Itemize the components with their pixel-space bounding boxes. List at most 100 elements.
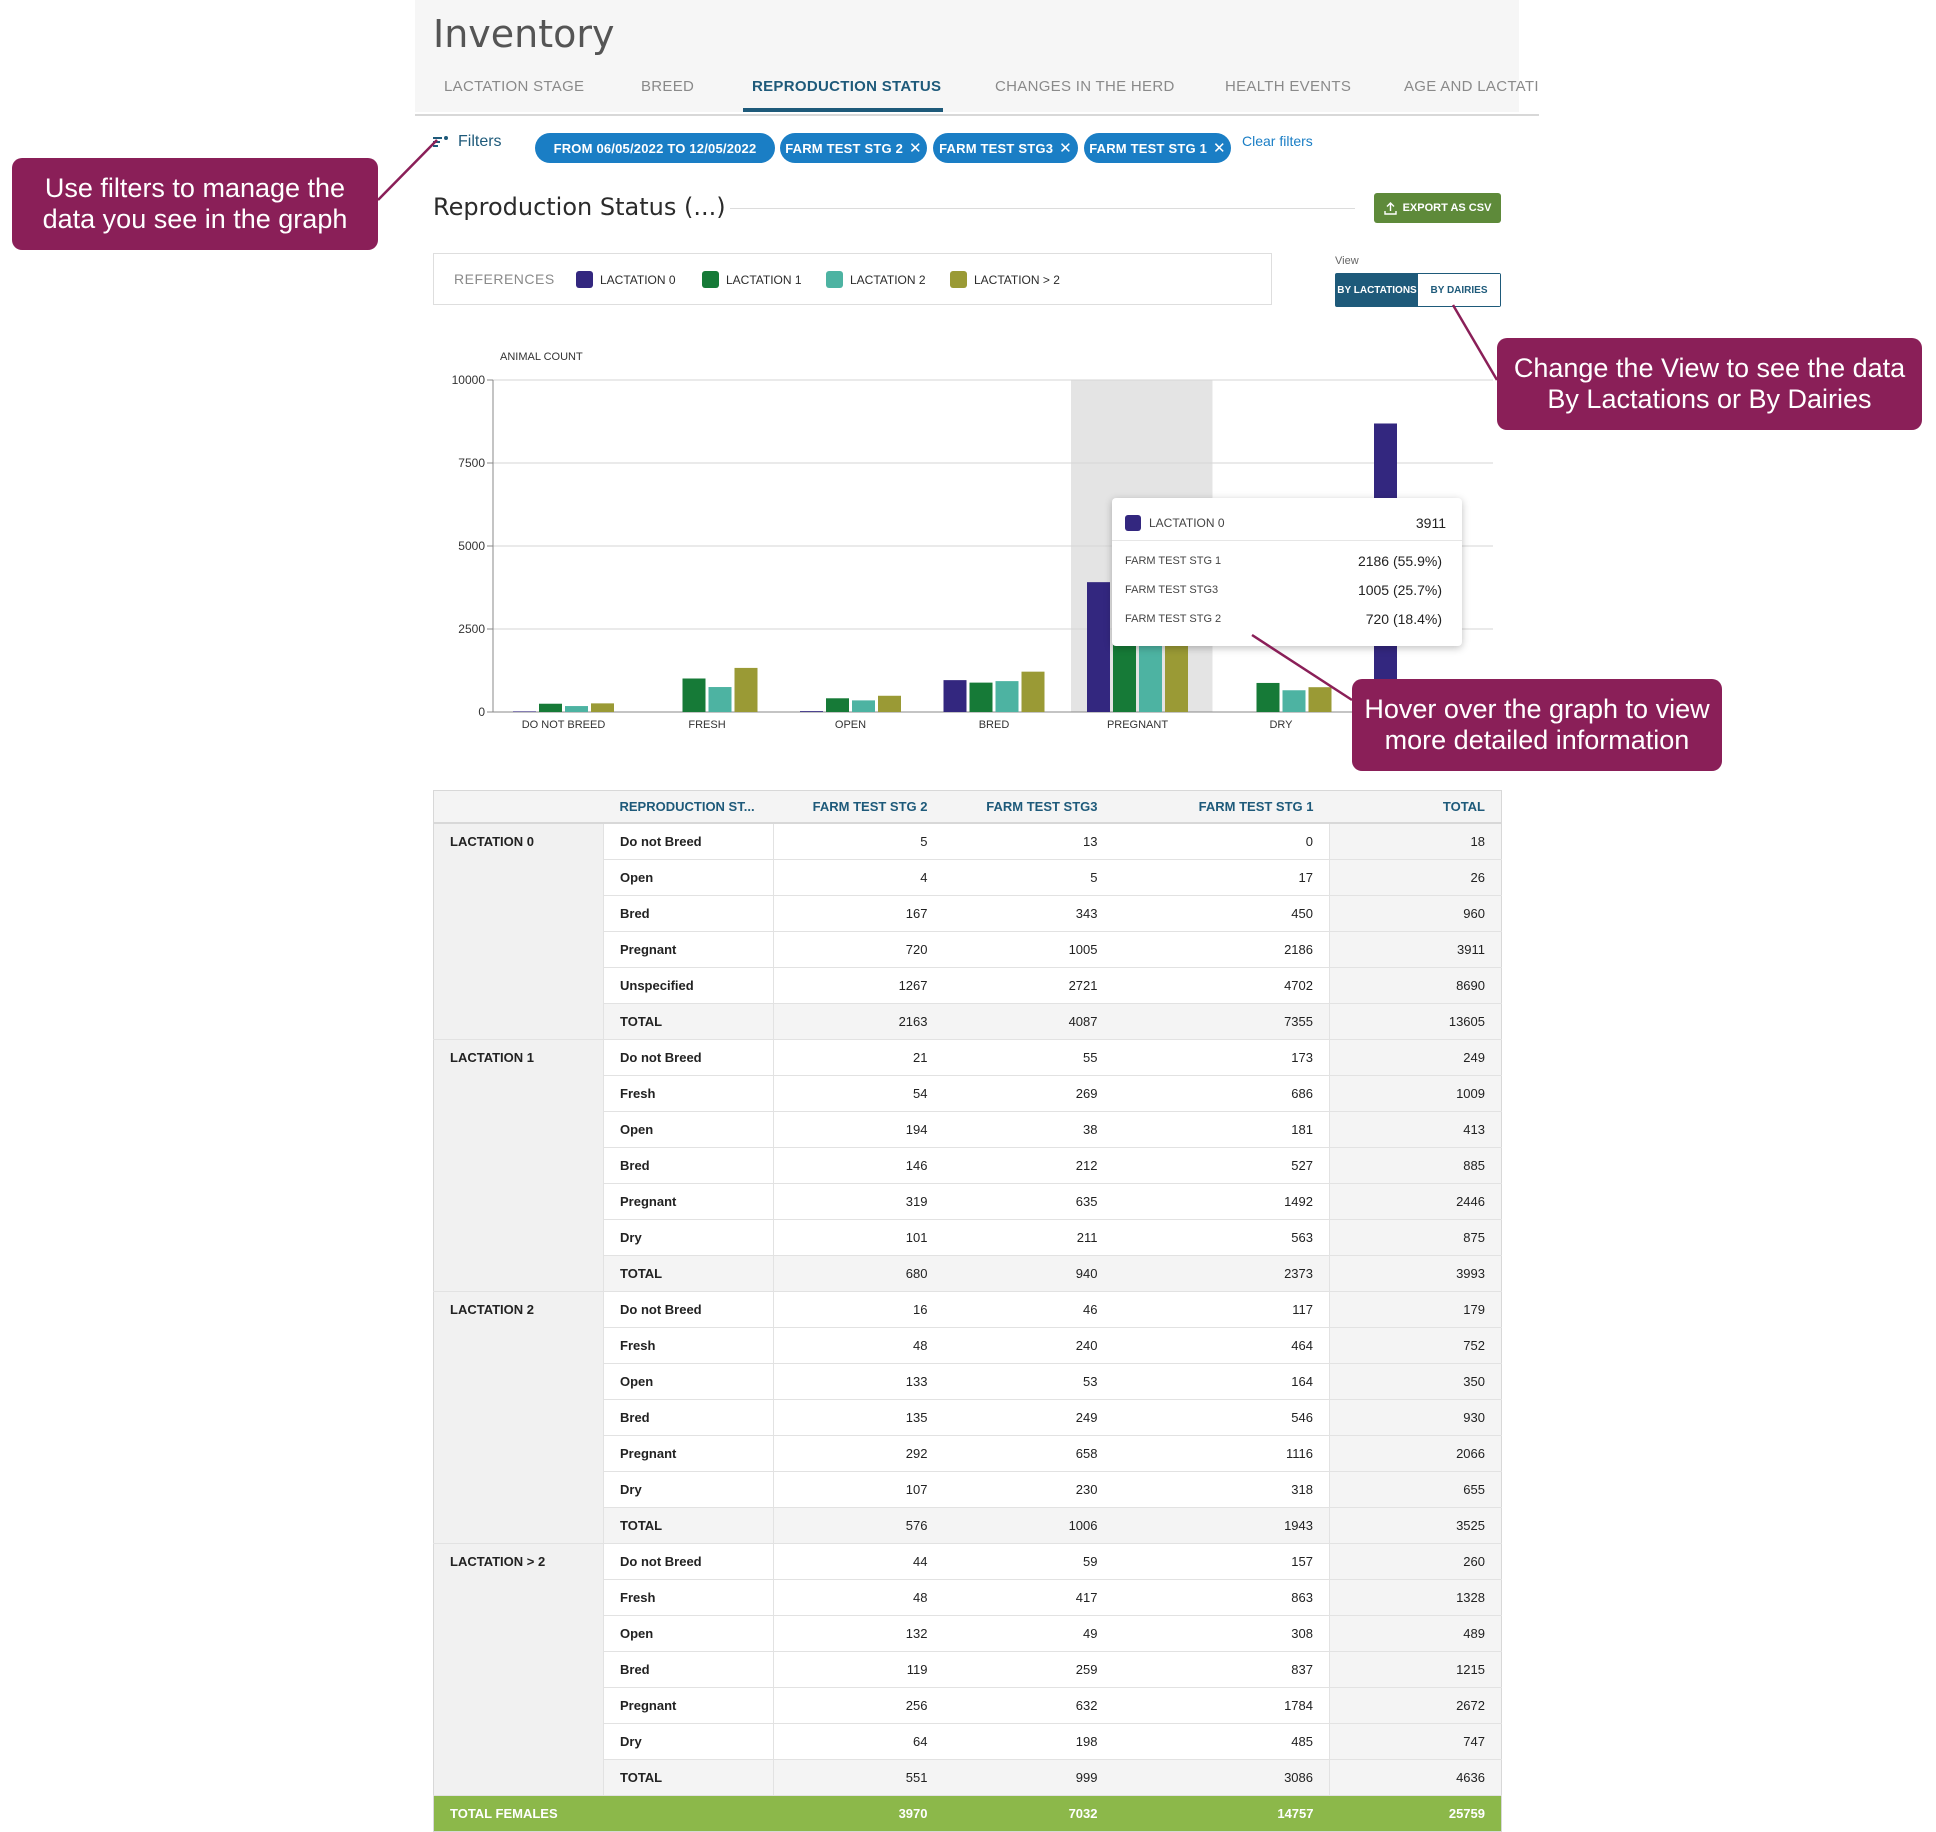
view-by-dairies-button[interactable]: BY DAIRIES <box>1418 274 1500 306</box>
bar <box>969 682 993 712</box>
status-cell: Fresh <box>603 1075 774 1112</box>
value-cell: 16 <box>773 1291 944 1328</box>
table-row: LACTATION 1 Do not Breed 21 55 173 249 <box>433 1039 1502 1292</box>
value-cell: 194 <box>773 1111 944 1148</box>
tooltip-total: 3911 <box>1415 515 1446 531</box>
column-header-farm-stg2[interactable]: FARM TEST STG 2 <box>773 790 944 824</box>
tab-changes-in-the-herd[interactable]: CHANGES IN THE HERD <box>995 78 1175 95</box>
total-cell: 747 <box>1329 1723 1502 1760</box>
view-by-lactations-button[interactable]: BY LACTATIONS <box>1336 274 1418 306</box>
value-cell: 119 <box>773 1651 944 1688</box>
total-cell: 249 <box>1329 1039 1502 1076</box>
total-cell: 18 <box>1329 823 1502 860</box>
value-cell: 940 <box>943 1255 1114 1292</box>
value-cell: 54 <box>773 1075 944 1112</box>
total-cell: 752 <box>1329 1327 1502 1364</box>
chart-tooltip: LACTATION 0 3911 FARM TEST STG 1 2186 (5… <box>1112 498 1462 646</box>
value-cell: 157 <box>1113 1543 1330 1580</box>
chart-legend: REFERENCES LACTATION 0 LACTATION 1 LACTA… <box>433 253 1272 305</box>
chip-label: FARM TEST STG 2 <box>785 140 904 156</box>
export-label: EXPORT AS CSV <box>1402 202 1492 214</box>
callout-view: Change the View to see the data By Lacta… <box>1497 338 1922 430</box>
column-header-status[interactable]: REPRODUCTION ST... <box>603 790 774 824</box>
callout-filters: Use filters to manage the data you see i… <box>12 158 378 250</box>
close-icon[interactable]: ✕ <box>1059 140 1072 157</box>
value-cell: 837 <box>1113 1651 1330 1688</box>
value-cell: 4087 <box>943 1003 1114 1040</box>
value-cell: 318 <box>1113 1471 1330 1508</box>
total-cell: 930 <box>1329 1399 1502 1436</box>
value-cell: 230 <box>943 1471 1114 1508</box>
column-header-total[interactable]: TOTAL <box>1329 790 1502 824</box>
status-cell: Open <box>603 1111 774 1148</box>
table-row: Bred 146 212 527 885 <box>434 1147 1502 1184</box>
legend-swatch <box>702 271 719 288</box>
legend-item-lactation-2[interactable]: LACTATION 2 <box>826 271 926 288</box>
column-header-farm-stg1[interactable]: FARM TEST STG 1 <box>1113 790 1330 824</box>
table-row: Fresh 48 240 464 752 <box>434 1327 1502 1364</box>
bar <box>591 703 614 712</box>
upload-icon <box>1383 201 1397 215</box>
value-cell: 48 <box>773 1579 944 1616</box>
table-row: Pregnant 292 658 1116 2066 <box>434 1435 1502 1472</box>
group-label-cell: LACTATION > 2 <box>433 1543 604 1796</box>
close-icon[interactable]: ✕ <box>909 140 922 157</box>
bar <box>1087 582 1110 712</box>
group-label-cell: LACTATION 0 <box>433 823 604 1040</box>
table-row: Pregnant 720 1005 2186 3911 <box>434 931 1502 968</box>
value-cell: 1784 <box>1113 1687 1330 1724</box>
bar <box>1021 671 1045 712</box>
value-cell: 132 <box>773 1615 944 1652</box>
close-icon[interactable]: ✕ <box>1213 140 1226 157</box>
tooltip-row-value: 1005 (25.7%) <box>1357 582 1442 598</box>
connector-view <box>1451 304 1499 381</box>
legend-label: LACTATION 2 <box>850 272 926 287</box>
grand-total-value-cell: 7032 <box>943 1795 1114 1832</box>
x-tick-label: DRY <box>1269 719 1293 731</box>
total-cell: 2446 <box>1329 1183 1502 1220</box>
filter-chip-farm-test-stg3[interactable]: FARM TEST STG3 ✕ <box>933 133 1078 163</box>
tab-lactation-stage[interactable]: LACTATION STAGE <box>444 78 585 95</box>
column-header-farm-stg3[interactable]: FARM TEST STG3 <box>943 790 1114 824</box>
value-cell: 999 <box>943 1759 1114 1796</box>
legend-item-lactation-1[interactable]: LACTATION 1 <box>702 271 802 288</box>
table-row: Bred 135 249 546 930 <box>434 1399 1502 1436</box>
tab-breed[interactable]: BREED <box>641 78 695 95</box>
status-cell: Bred <box>603 895 774 932</box>
value-cell: 2373 <box>1113 1255 1330 1292</box>
value-cell: 259 <box>943 1651 1114 1688</box>
tooltip-swatch <box>1125 515 1141 531</box>
value-cell: 680 <box>773 1255 944 1292</box>
bar <box>826 698 849 712</box>
page-title: Inventory <box>433 12 615 56</box>
value-cell: 635 <box>943 1183 1114 1220</box>
status-cell: Dry <box>603 1219 774 1256</box>
bar <box>852 700 875 712</box>
tab-health-events[interactable]: HEALTH EVENTS <box>1225 78 1352 95</box>
value-cell: 551 <box>773 1759 944 1796</box>
bar <box>565 706 588 712</box>
status-cell: Pregnant <box>603 931 774 968</box>
legend-item-lactation-gt-2[interactable]: LACTATION > 2 <box>950 271 1060 288</box>
filter-chip-date-range[interactable]: FROM 06/05/2022 TO 12/05/2022 <box>535 133 775 163</box>
table-row: Dry 64 198 485 747 <box>434 1723 1502 1760</box>
x-tick-label: DO NOT BREED <box>522 719 606 731</box>
status-cell: TOTAL <box>603 1003 774 1040</box>
group-label-cell: LACTATION 2 <box>433 1291 604 1544</box>
tab-reproduction-status[interactable]: REPRODUCTION STATUS <box>752 78 942 95</box>
legend-swatch <box>576 271 593 288</box>
filter-chip-farm-test-stg-2[interactable]: FARM TEST STG 2 ✕ <box>780 133 927 163</box>
value-cell: 1005 <box>943 931 1114 968</box>
clear-filters-link[interactable]: Clear filters <box>1242 133 1313 149</box>
tooltip-row: FARM TEST STG 2 720 (18.4%) <box>1125 611 1442 627</box>
total-cell: 3911 <box>1329 931 1502 968</box>
export-csv-button[interactable]: EXPORT AS CSV <box>1374 193 1501 223</box>
filter-chip-farm-test-stg-1[interactable]: FARM TEST STG 1 ✕ <box>1084 133 1231 163</box>
value-cell: 658 <box>943 1435 1114 1472</box>
value-cell: 64 <box>773 1723 944 1760</box>
legend-item-lactation-0[interactable]: LACTATION 0 <box>576 271 676 288</box>
tab-age-and-lactation[interactable]: AGE AND LACTATI <box>1404 78 1539 95</box>
status-cell: Bred <box>603 1147 774 1184</box>
value-cell: 2163 <box>773 1003 944 1040</box>
value-cell: 44 <box>773 1543 944 1580</box>
